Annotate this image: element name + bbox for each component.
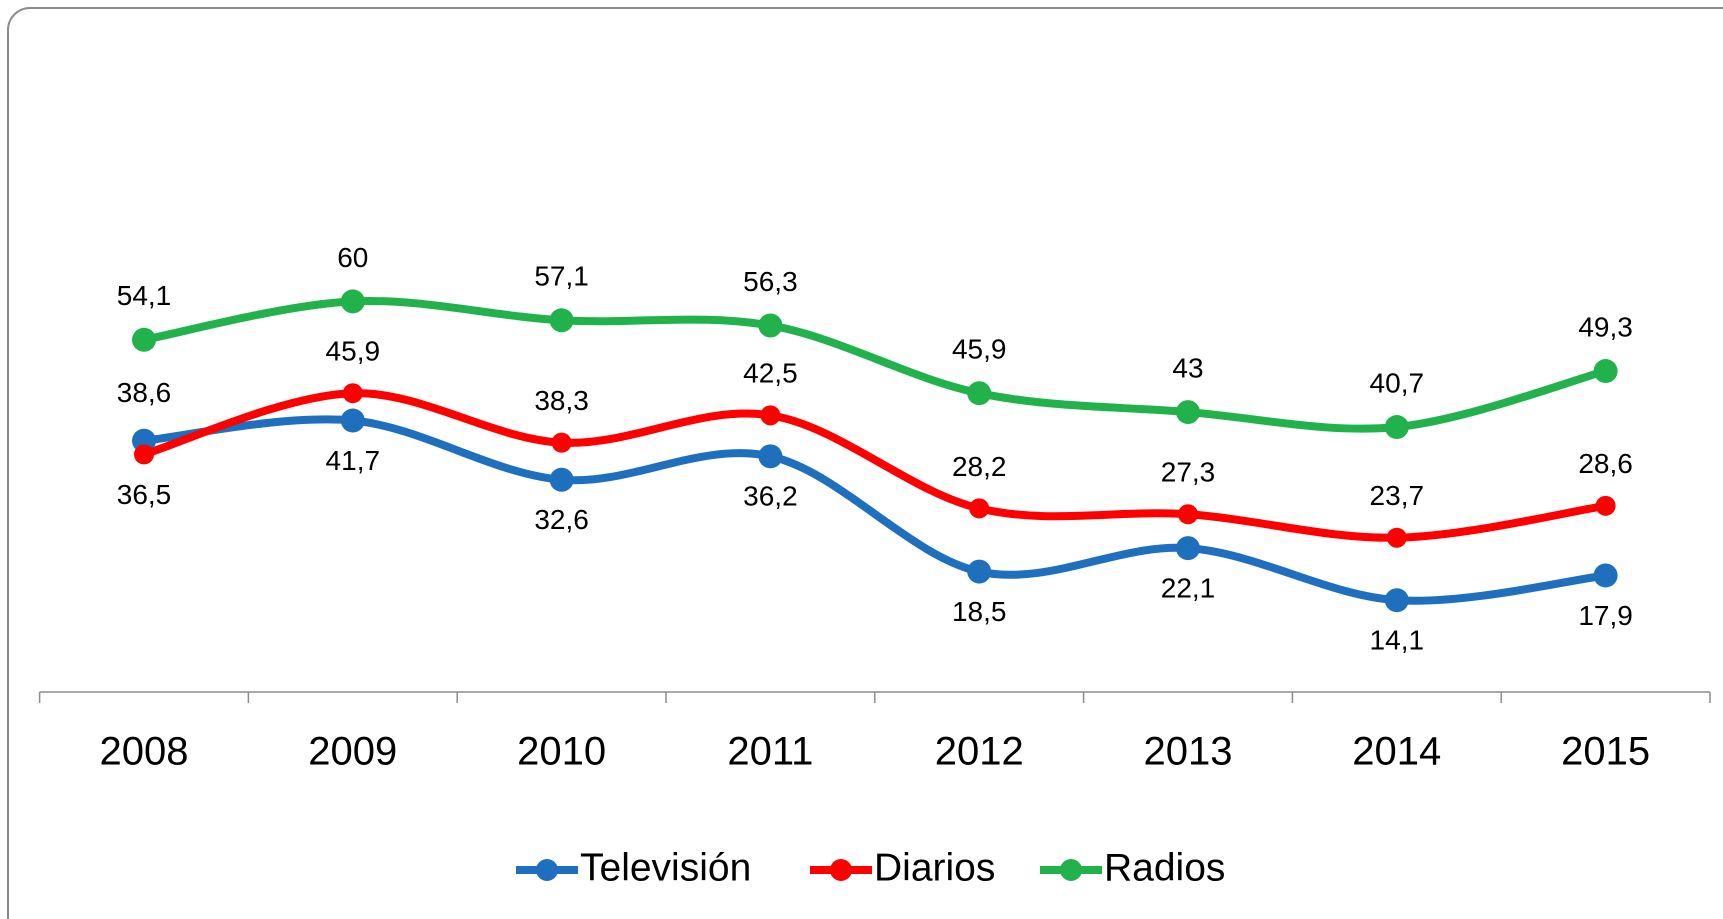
data-label: 23,7	[1370, 480, 1425, 511]
data-point	[1593, 563, 1618, 588]
data-label: 57,1	[534, 261, 589, 292]
data-label: 43	[1172, 352, 1203, 383]
data-label: 32,6	[534, 504, 589, 535]
data-point	[758, 313, 783, 338]
x-tick-label: 2008	[100, 730, 189, 774]
data-point	[342, 383, 363, 404]
x-tick-label: 2009	[308, 730, 397, 774]
legend-label: Televisión	[580, 846, 751, 889]
data-point	[1176, 536, 1200, 561]
data-point	[134, 444, 154, 465]
data-label: 36,5	[117, 479, 172, 510]
data-point	[340, 289, 365, 314]
data-label: 27,3	[1161, 457, 1216, 488]
data-point	[1595, 495, 1616, 516]
legend-marker	[830, 859, 852, 881]
data-point	[1386, 527, 1407, 548]
data-label: 49,3	[1578, 311, 1633, 342]
data-point	[967, 559, 992, 584]
data-point	[551, 432, 572, 453]
data-label: 60	[337, 242, 368, 273]
chart-frame	[7, 7, 1723, 919]
data-point	[1178, 504, 1198, 525]
data-point	[1176, 400, 1200, 425]
data-label: 40,7	[1370, 367, 1425, 398]
data-point	[549, 308, 574, 333]
x-tick-label: 2013	[1144, 730, 1233, 774]
x-tick-label: 2015	[1561, 730, 1650, 774]
data-point	[967, 381, 992, 406]
legend-label: Diarios	[874, 846, 995, 889]
legend-marker	[1060, 859, 1082, 881]
data-label: 56,3	[743, 266, 798, 297]
series-line	[140, 389, 1610, 542]
data-point	[132, 327, 156, 352]
series-line	[140, 297, 1610, 433]
data-point	[340, 408, 365, 433]
legend-label: Radios	[1104, 846, 1225, 889]
legend-marker	[536, 859, 558, 881]
x-tick-label: 2014	[1352, 730, 1441, 774]
data-label: 28,6	[1578, 448, 1633, 479]
data-label: 18,5	[952, 596, 1007, 627]
data-point	[1384, 588, 1409, 613]
data-label: 38,6	[117, 377, 172, 408]
data-point	[969, 498, 990, 519]
data-label: 38,3	[534, 385, 589, 416]
data-label: 42,5	[743, 358, 798, 389]
x-tick-label: 2012	[935, 730, 1024, 774]
data-label: 14,1	[1370, 625, 1425, 656]
data-point	[1384, 415, 1409, 440]
data-point	[549, 467, 574, 492]
x-tick-label: 2010	[517, 730, 606, 774]
data-label: 22,1	[1161, 573, 1216, 604]
data-label: 45,9	[326, 336, 381, 367]
data-label: 41,7	[326, 445, 381, 476]
data-point	[760, 405, 781, 426]
series-line	[140, 415, 1610, 605]
data-point	[1593, 359, 1618, 384]
data-label: 17,9	[1578, 600, 1633, 631]
x-tick-label: 2011	[727, 730, 813, 774]
data-label: 54,1	[117, 280, 172, 311]
data-label: 45,9	[952, 334, 1007, 365]
data-label: 36,2	[743, 481, 798, 512]
data-label: 28,2	[952, 451, 1007, 482]
data-point	[758, 444, 783, 469]
